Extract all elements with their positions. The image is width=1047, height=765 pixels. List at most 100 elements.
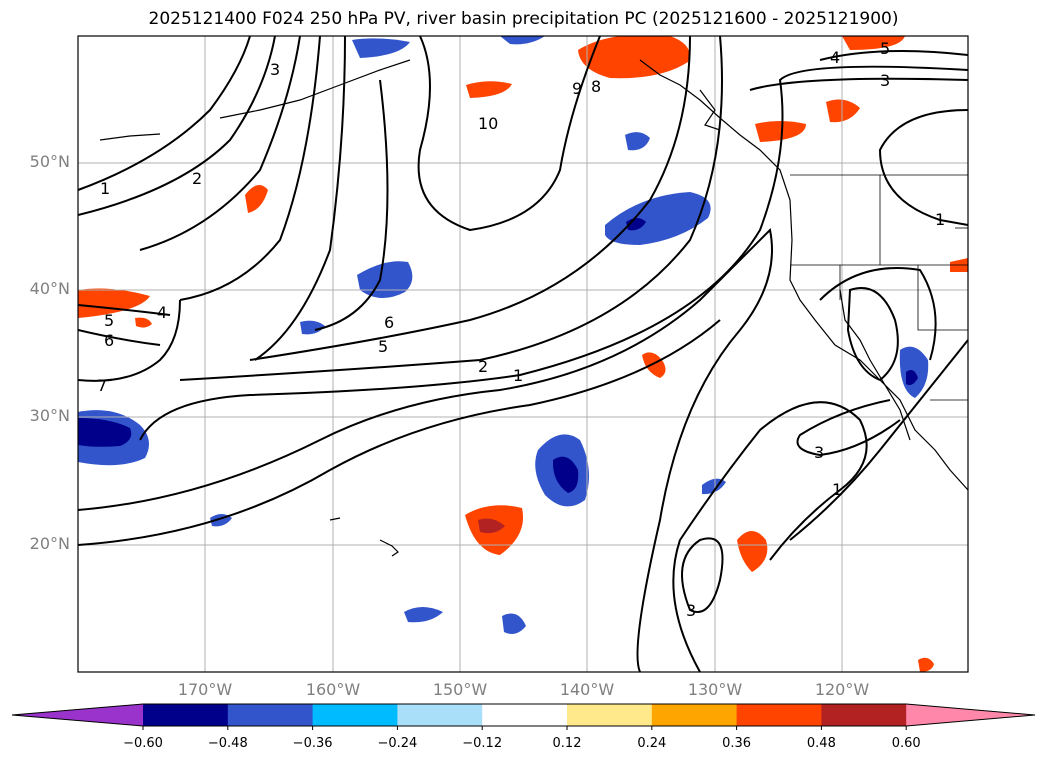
contour-label: 8: [591, 77, 601, 96]
contour-label: 9: [572, 79, 582, 98]
pv-contour-5-west: [78, 304, 171, 316]
pv-contour-2-south: [78, 319, 721, 546]
pv-contour-3-south: [78, 227, 773, 672]
contour-label: 7: [97, 376, 107, 395]
neg-anomaly-patch: [352, 38, 410, 58]
colorbar-swatch: [651, 704, 738, 726]
pv-contour-1-far-east: [878, 109, 968, 226]
pos-anomaly-patch: [737, 531, 768, 572]
lat-label-30n: 30°N: [29, 406, 70, 425]
contour-label: 1: [832, 480, 842, 499]
pv-contour-1-se: [789, 339, 968, 541]
pv-contour-3-north: [139, 36, 301, 251]
contour-label: 3: [814, 443, 824, 462]
pv-contour-2-mid: [179, 36, 723, 381]
neg-anomaly-patch: [625, 132, 650, 151]
contour-label: 5: [104, 311, 114, 330]
pv-contour-1-south: [672, 401, 868, 672]
pv-contour-7-west: [78, 299, 181, 382]
lat-label-50n: 50°N: [29, 152, 70, 171]
neg-anomaly-patch: [300, 320, 325, 335]
pos-anomaly-patch: [842, 36, 905, 50]
contour-label: 2: [192, 169, 202, 188]
pv-contour-1-north: [78, 36, 251, 191]
contour-label: 2: [478, 357, 488, 376]
contour-label: 1: [100, 179, 110, 198]
neg-anomaly-core: [552, 456, 579, 493]
pos-anomaly-patch: [578, 36, 690, 79]
pv-contour-1-ca: [819, 267, 937, 361]
colorbar-swatch: [143, 704, 229, 726]
colorbar-tick-label: 0.24: [637, 736, 667, 751]
pos-anomaly-core: [478, 518, 505, 534]
pos-anomaly-patch: [245, 185, 268, 213]
coastline: [99, 59, 968, 557]
borders: [790, 174, 968, 401]
colorbar: [11, 703, 1036, 730]
colorbar-swatch: [482, 704, 568, 726]
pos-anomaly-patch: [642, 352, 666, 378]
neg-anomaly-core: [78, 418, 132, 447]
colorbar-swatch: [227, 704, 314, 726]
lon-label-170w: 170°W: [177, 680, 233, 699]
colorbar-tick-label: −0.36: [292, 736, 333, 751]
lon-label-130w: 130°W: [687, 680, 743, 699]
colorbar-tick-label: −0.60: [123, 736, 163, 751]
colorbar-tick-label: 0.60: [891, 736, 921, 751]
contour-label: 10: [478, 114, 498, 133]
pv-contour-9: [179, 36, 321, 301]
graticule: [78, 36, 968, 672]
contour-label: 6: [104, 331, 114, 350]
map-frame: [77, 35, 969, 673]
colorbar-tick-label: 0.12: [552, 736, 582, 751]
pv-contour-6: [314, 79, 389, 331]
lat-label-40n: 40°N: [29, 279, 70, 298]
colorbar-swatch: [736, 704, 822, 726]
colorbar-tick-label: −0.12: [462, 736, 503, 751]
pv-contour-3-loop: [681, 537, 724, 613]
neg-anomaly-patch: [357, 261, 413, 299]
lon-label-150w: 150°W: [432, 680, 488, 699]
contour-label: 4: [157, 303, 167, 322]
pv-contour-6-west: [78, 329, 161, 346]
colorbar-swatch: [567, 704, 653, 726]
pv-contour-3-se: [796, 399, 901, 457]
map-title: 2025121400 F024 250 hPa PV, river basin …: [148, 9, 899, 29]
colorbar-extend-max: [906, 704, 1035, 726]
contour-label: 3: [880, 71, 890, 90]
pv-contour-2-north: [78, 36, 276, 216]
pos-anomaly-patch: [135, 317, 152, 328]
contour-label: 6: [384, 313, 394, 332]
colorbar-swatch: [397, 704, 483, 726]
map-background: [78, 36, 968, 672]
pv-contours: [78, 36, 968, 672]
lon-label-120w: 120°W: [814, 680, 870, 699]
pos-anomaly-patch: [78, 288, 150, 318]
neg-anomaly-patch: [500, 36, 545, 45]
neg-anomaly-core: [906, 370, 918, 386]
pv-contour-4-mid: [417, 36, 601, 232]
pv-contour-5: [249, 36, 691, 361]
pv-contour-1-mid: [139, 65, 968, 441]
colorbar-tick-label: 0.48: [806, 736, 836, 751]
pv-contour-closed-ca: [846, 287, 899, 382]
colorbar-swatch: [312, 704, 398, 726]
pos-anomaly-patch: [918, 657, 934, 672]
contour-label: 1: [935, 210, 945, 229]
contour-label: 5: [378, 337, 388, 356]
neg-anomaly-patch: [605, 192, 711, 245]
pv-contour-4-east: [819, 50, 968, 61]
neg-anomaly-patch: [502, 613, 526, 634]
contour-label: 1: [513, 366, 523, 385]
pos-anomaly-patch: [755, 121, 806, 142]
contour-label: 3: [686, 601, 696, 620]
colorbar-tick-label: 0.36: [722, 736, 752, 751]
precip-anomaly-layer: [78, 36, 968, 672]
colorbar-tick-label: −0.24: [377, 736, 418, 751]
contour-label: 4: [830, 48, 840, 67]
contour-label: 5: [880, 39, 890, 58]
pv-contour-3-east: [749, 77, 968, 91]
lon-label-140w: 140°W: [559, 680, 615, 699]
pos-anomaly-patch: [466, 81, 512, 98]
